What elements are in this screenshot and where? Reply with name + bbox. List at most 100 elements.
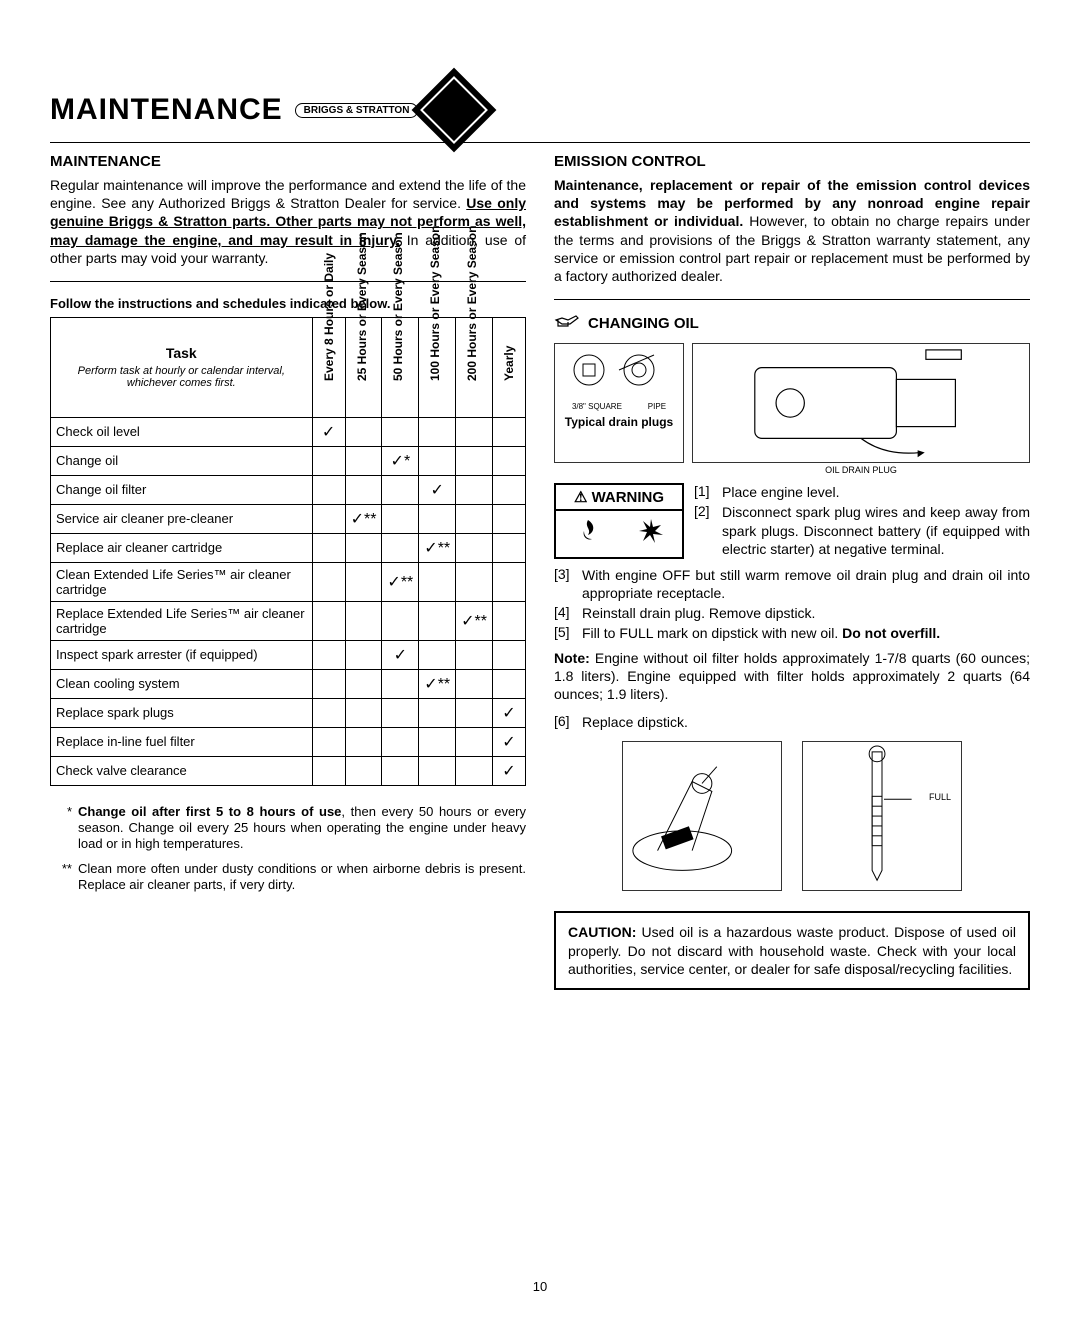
check-cell — [312, 533, 345, 562]
check-cell — [312, 601, 345, 640]
check-cell — [312, 640, 345, 669]
check-cell — [456, 504, 493, 533]
check-cell — [419, 640, 456, 669]
table-row: Replace in-line fuel filter ✓ — [51, 727, 526, 756]
check-cell — [345, 601, 382, 640]
warning-icons — [556, 511, 682, 557]
brand-diamond-icon — [412, 68, 497, 153]
col-50hrs: 50 Hours or Every Season — [382, 317, 419, 417]
footnotes: * Change oil after first 5 to 8 hours of… — [50, 804, 526, 893]
check-cell: ✓ — [493, 727, 526, 756]
task-column-header: Task Perform task at hourly or calendar … — [51, 317, 313, 417]
changing-oil-label: CHANGING OIL — [588, 315, 699, 332]
follow-instruction: Follow the instructions and schedules in… — [50, 296, 526, 311]
check-cell — [456, 640, 493, 669]
check-cell — [312, 504, 345, 533]
footnote-2-mark: ** — [50, 861, 78, 894]
check-cell: ✓ — [419, 475, 456, 504]
step-1: [1]Place engine level. — [694, 483, 1030, 501]
check-cell — [419, 698, 456, 727]
check-cell — [312, 475, 345, 504]
separator-line — [50, 281, 526, 282]
pipe-label: PIPE — [648, 402, 666, 411]
check-cell — [345, 727, 382, 756]
explosion-icon — [637, 517, 665, 551]
check-cell — [345, 640, 382, 669]
warning-label: WARNING — [592, 489, 665, 506]
warning-and-steps: ⚠ WARNING [1]Place engine level. [2]Disc… — [554, 483, 1030, 560]
check-cell — [493, 417, 526, 446]
check-cell — [456, 669, 493, 698]
check-cell — [419, 756, 456, 785]
check-cell — [345, 417, 382, 446]
maintenance-heading: MAINTENANCE — [50, 153, 526, 170]
check-cell — [493, 669, 526, 698]
task-head-label: Task — [166, 345, 197, 361]
check-cell — [419, 446, 456, 475]
drain-plug-figures: 3/8" SQUARE PIPE Typical drain plugs — [554, 343, 1030, 475]
check-cell — [345, 698, 382, 727]
step-6: [6]Replace dipstick. — [554, 713, 1030, 731]
check-cell — [493, 562, 526, 601]
emission-heading: EMISSION CONTROL — [554, 153, 1030, 170]
check-cell: ✓** — [419, 533, 456, 562]
table-row: Check oil level✓ — [51, 417, 526, 446]
task-cell: Clean Extended Life Series™ air cleaner … — [51, 562, 313, 601]
col-8hrs: Every 8 Hours or Daily — [312, 317, 345, 417]
check-cell — [493, 601, 526, 640]
emission-text: Maintenance, replacement or repair of th… — [554, 176, 1030, 285]
left-column: MAINTENANCE Regular maintenance will imp… — [50, 153, 526, 990]
check-cell — [419, 727, 456, 756]
task-cell: Replace air cleaner cartridge — [51, 533, 313, 562]
task-cell: Replace Extended Life Series™ air cleane… — [51, 601, 313, 640]
task-cell: Replace in-line fuel filter — [51, 727, 313, 756]
check-cell — [456, 417, 493, 446]
footnote-2: ** Clean more often under dusty conditio… — [50, 861, 526, 894]
footnote-1: * Change oil after first 5 to 8 hours of… — [50, 804, 526, 853]
dipstick-gauge-diagram: FULL — [802, 741, 962, 891]
check-cell — [493, 475, 526, 504]
maintenance-intro: Regular maintenance will improve the per… — [50, 176, 526, 267]
check-cell — [456, 475, 493, 504]
check-cell — [345, 562, 382, 601]
check-cell — [382, 669, 419, 698]
check-cell — [419, 417, 456, 446]
full-mark-label: FULL — [929, 792, 951, 802]
col-100hrs: 100 Hours or Every Season — [419, 317, 456, 417]
table-row: Replace air cleaner cartridge ✓** — [51, 533, 526, 562]
maintenance-schedule-table: Task Perform task at hourly or calendar … — [50, 317, 526, 786]
check-cell — [345, 446, 382, 475]
check-cell — [419, 562, 456, 601]
fire-icon — [574, 517, 602, 551]
check-cell — [345, 533, 382, 562]
check-cell — [382, 504, 419, 533]
task-cell: Service air cleaner pre-cleaner — [51, 504, 313, 533]
check-cell — [456, 533, 493, 562]
changing-oil-heading: CHANGING OIL — [554, 312, 1030, 335]
engine-diagram-wrap: OIL DRAIN PLUG — [692, 343, 1030, 475]
check-cell — [382, 756, 419, 785]
dipstick-figures: FULL — [554, 741, 1030, 891]
oil-can-icon — [554, 312, 580, 335]
check-cell — [382, 533, 419, 562]
separator-line-2 — [554, 299, 1030, 300]
task-cell: Change oil filter — [51, 475, 313, 504]
footnote-1-text: Change oil after first 5 to 8 hours of u… — [78, 804, 526, 853]
check-cell — [382, 475, 419, 504]
table-row: Replace spark plugs✓ — [51, 698, 526, 727]
check-cell — [456, 562, 493, 601]
check-cell — [456, 756, 493, 785]
check-cell: ✓ — [493, 698, 526, 727]
page-number: 10 — [0, 1279, 1080, 1294]
col-200hrs: 200 Hours or Every Season — [456, 317, 493, 417]
check-cell — [493, 533, 526, 562]
warning-title: ⚠ WARNING — [556, 485, 682, 511]
step-2: [2]Disconnect spark plug wires and keep … — [694, 503, 1030, 558]
check-cell — [419, 601, 456, 640]
steps-3-5: [3]With engine OFF but still warm remove… — [554, 566, 1030, 643]
check-cell: ✓** — [382, 562, 419, 601]
table-row: Check valve clearance✓ — [51, 756, 526, 785]
warning-triangle-icon: ⚠ — [574, 489, 587, 506]
table-row: Replace Extended Life Series™ air cleane… — [51, 601, 526, 640]
table-row: Inspect spark arrester (if equipped)✓ — [51, 640, 526, 669]
